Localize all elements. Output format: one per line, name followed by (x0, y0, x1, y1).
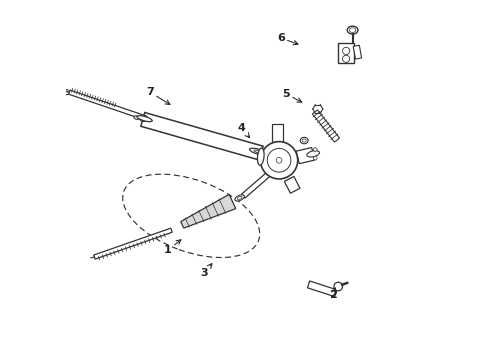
Polygon shape (307, 281, 337, 297)
Ellipse shape (235, 195, 245, 201)
Ellipse shape (349, 28, 356, 32)
Ellipse shape (249, 148, 267, 155)
Text: 5: 5 (282, 89, 302, 102)
Ellipse shape (307, 151, 319, 157)
Circle shape (276, 157, 282, 163)
Ellipse shape (347, 26, 358, 34)
Ellipse shape (140, 117, 146, 121)
Text: 4: 4 (238, 123, 249, 138)
Circle shape (343, 55, 350, 62)
Text: 2: 2 (329, 288, 337, 301)
Circle shape (314, 156, 317, 160)
Polygon shape (353, 45, 362, 59)
Ellipse shape (237, 196, 242, 199)
Polygon shape (296, 148, 315, 164)
Polygon shape (181, 194, 236, 228)
Polygon shape (338, 43, 354, 63)
Polygon shape (284, 176, 300, 193)
Circle shape (343, 47, 350, 54)
Circle shape (314, 148, 317, 151)
Ellipse shape (302, 139, 306, 142)
Circle shape (267, 148, 291, 172)
Polygon shape (313, 110, 340, 142)
Polygon shape (69, 90, 147, 120)
Polygon shape (271, 125, 283, 141)
Circle shape (334, 282, 343, 291)
Text: 6: 6 (277, 33, 298, 45)
Ellipse shape (257, 148, 264, 165)
Ellipse shape (137, 116, 152, 122)
Text: 7: 7 (146, 87, 170, 104)
Ellipse shape (134, 116, 139, 120)
Text: 1: 1 (164, 240, 181, 255)
Circle shape (260, 141, 298, 179)
Text: 3: 3 (200, 264, 212, 278)
Ellipse shape (254, 150, 263, 153)
Polygon shape (94, 228, 172, 259)
Polygon shape (242, 171, 272, 198)
Polygon shape (141, 112, 263, 160)
Ellipse shape (300, 137, 308, 144)
